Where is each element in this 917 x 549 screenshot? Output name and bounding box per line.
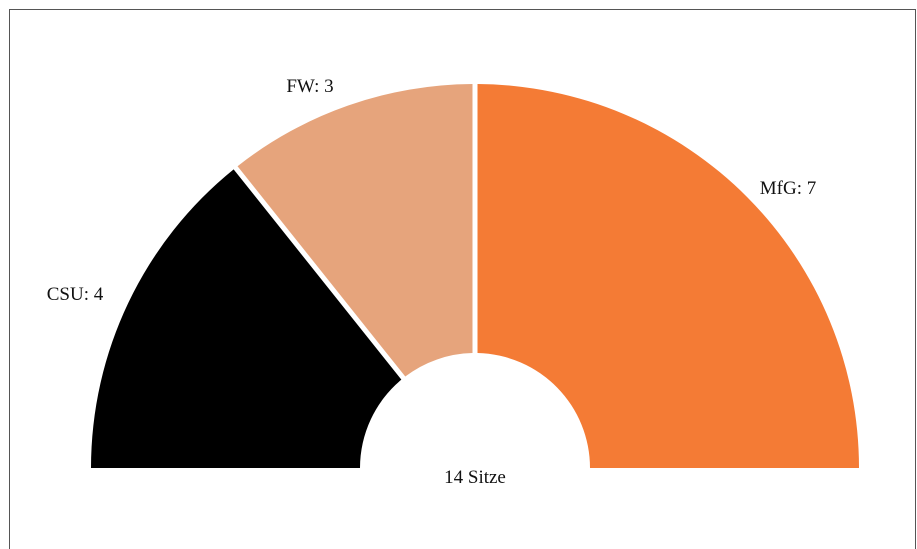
slice-csu	[91, 169, 402, 468]
slice-label-fw: FW: 3	[286, 76, 333, 97]
slices-group	[91, 84, 859, 468]
slice-mfg	[477, 84, 859, 468]
labels-group: CSU: 4 FW: 3 MfG: 7	[47, 76, 816, 305]
slice-label-csu: CSU: 4	[47, 284, 104, 305]
slice-fw	[237, 84, 473, 377]
slice-label-mfg: MfG: 7	[760, 178, 816, 199]
center-label: 14 Sitze	[444, 467, 506, 488]
